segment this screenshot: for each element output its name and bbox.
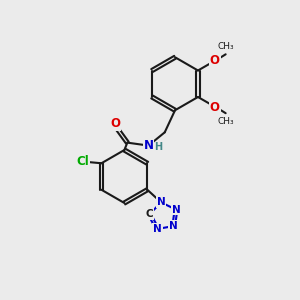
Text: C: C <box>146 209 153 219</box>
Text: O: O <box>210 101 220 114</box>
Text: Cl: Cl <box>77 155 90 168</box>
Text: N: N <box>172 205 180 214</box>
Text: H: H <box>154 142 162 152</box>
Text: N: N <box>143 139 154 152</box>
Text: CH₃: CH₃ <box>217 42 234 51</box>
Text: CH₃: CH₃ <box>217 117 234 126</box>
Text: N: N <box>153 224 162 234</box>
Text: N: N <box>157 197 165 207</box>
Text: N: N <box>169 221 178 231</box>
Text: O: O <box>210 54 220 67</box>
Text: O: O <box>111 117 121 130</box>
